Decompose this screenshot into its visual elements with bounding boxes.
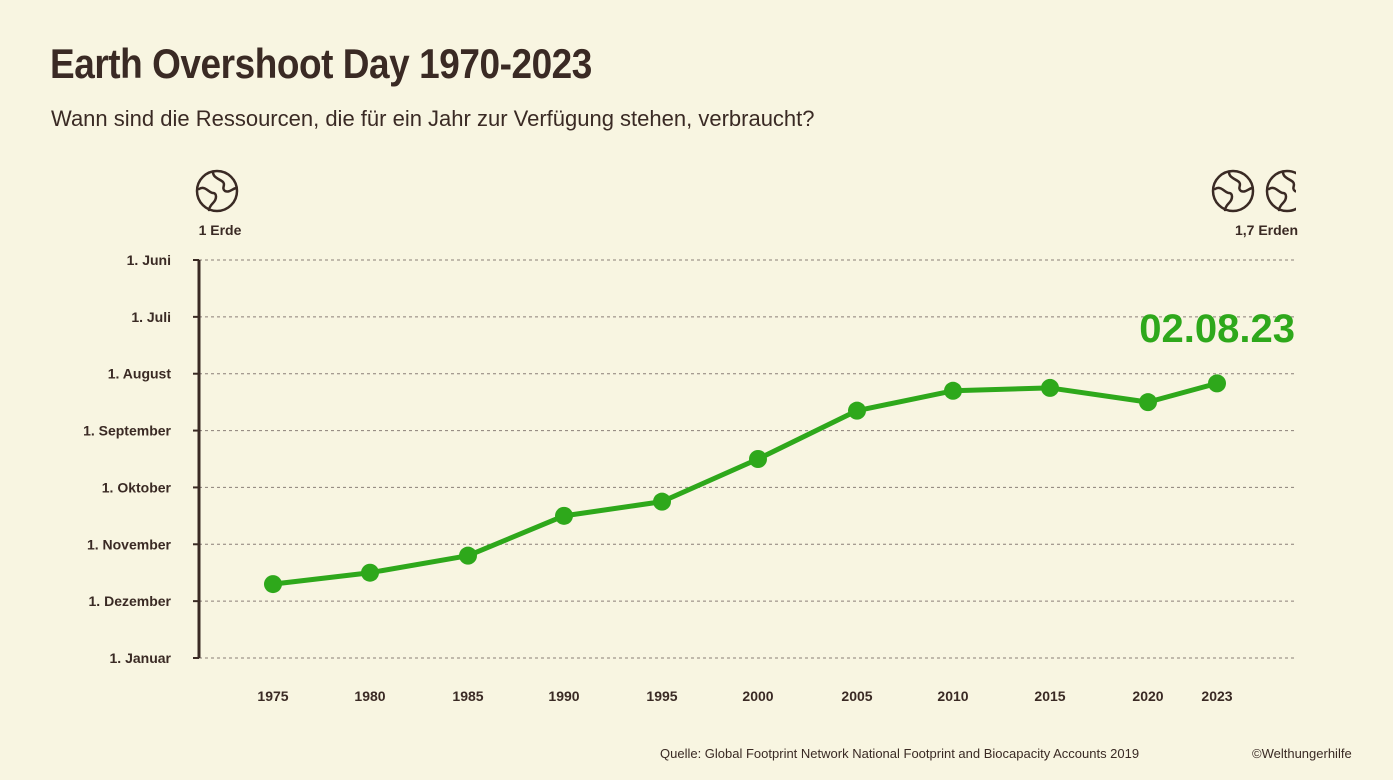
y-tick-label: 1. Dezember — [89, 593, 172, 609]
x-tick-label: 1975 — [257, 688, 288, 704]
source-note: Quelle: Global Footprint Network Nationa… — [660, 746, 1140, 761]
y-axis-labels: 1. Juni 1. Juli 1. August 1. September 1. Ok… — [83, 252, 171, 666]
data-point — [1139, 393, 1157, 412]
latest-value-callout: 02.08.23 — [1139, 307, 1295, 351]
y-tick-label: 1. Juni — [127, 252, 171, 268]
y-axis — [193, 259, 201, 659]
x-tick-label: 1985 — [452, 688, 483, 704]
data-point — [459, 546, 477, 565]
two-globes-icon — [1211, 169, 1296, 213]
data-point — [848, 401, 866, 420]
data-point — [1208, 374, 1226, 393]
data-point — [361, 563, 379, 582]
one-earth-label: 1 Erde — [199, 222, 242, 238]
chart-subtitle: Wann sind die Ressourcen, die für ein Ja… — [51, 106, 815, 131]
y-tick-label: 1. Januar — [110, 650, 172, 666]
earths-needed-label: 1,7 Erden — [1235, 222, 1298, 238]
x-tick-label: 2023 — [1201, 688, 1232, 704]
x-tick-label: 2000 — [742, 688, 773, 704]
y-tick-label: 1. September — [83, 423, 171, 439]
x-tick-label: 1995 — [646, 688, 677, 704]
data-point — [749, 450, 767, 468]
series-line — [272, 380, 1218, 587]
globe-icon — [195, 169, 239, 213]
data-point — [944, 381, 962, 400]
data-point — [1041, 378, 1059, 397]
x-tick-label: 1990 — [548, 688, 579, 704]
data-point — [264, 575, 282, 594]
y-tick-label: 1. Oktober — [102, 479, 172, 495]
data-series — [264, 374, 1226, 594]
y-tick-label: 1. Juli — [131, 309, 171, 325]
y-tick-label: 1. August — [108, 366, 172, 382]
y-tick-label: 1. November — [87, 536, 172, 552]
x-tick-label: 2005 — [841, 688, 872, 704]
copyright-note: ©Welthungerhilfe — [1252, 746, 1352, 761]
x-tick-label: 2010 — [937, 688, 968, 704]
x-tick-label: 2020 — [1132, 688, 1163, 704]
x-tick-label: 2015 — [1034, 688, 1065, 704]
chart-title: Earth Overshoot Day 1970-2023 — [50, 40, 592, 87]
gridlines — [199, 259, 1295, 659]
data-point — [555, 506, 573, 525]
x-tick-label: 1980 — [354, 688, 385, 704]
x-axis-labels: 1975 1980 1985 1990 1995 2000 2005 2010 2015 2020… — [257, 688, 1232, 704]
data-point — [653, 492, 671, 511]
